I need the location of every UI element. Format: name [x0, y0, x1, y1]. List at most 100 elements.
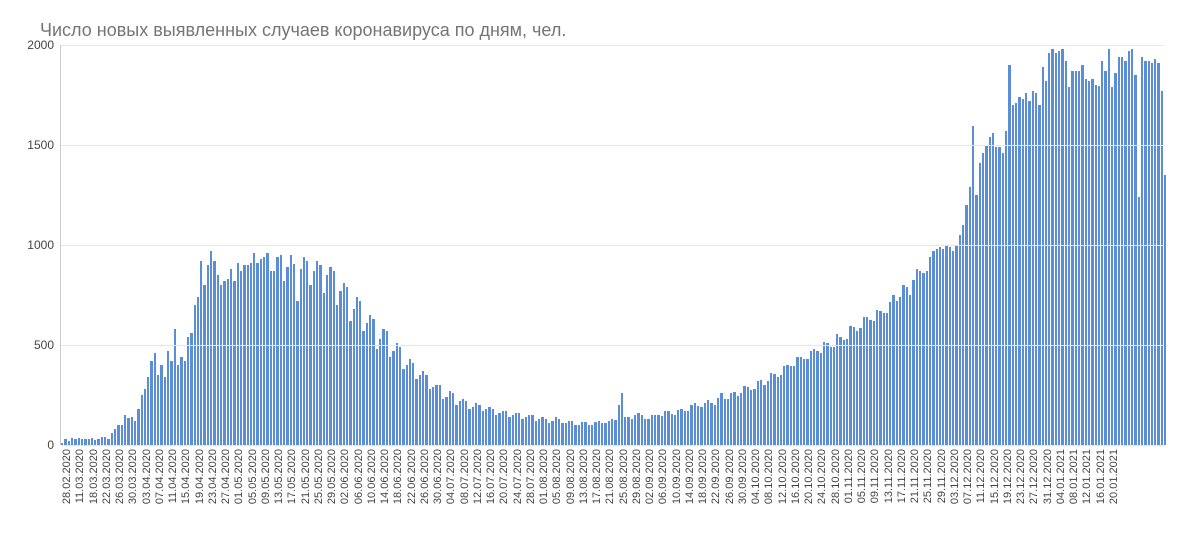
x-tick — [640, 445, 642, 525]
bar — [369, 315, 371, 445]
x-tick — [355, 445, 357, 525]
bar — [949, 247, 951, 445]
x-tick: 08.01.2021 — [1067, 445, 1069, 525]
x-tick: 15.04.2020 — [179, 445, 181, 525]
x-tick — [464, 445, 466, 525]
bar — [979, 163, 981, 445]
bar — [478, 405, 480, 445]
x-tick — [570, 445, 572, 525]
bar — [190, 333, 192, 445]
bar — [306, 261, 308, 445]
bar — [415, 379, 417, 445]
bar — [422, 371, 424, 445]
bar — [124, 415, 126, 445]
x-tick — [146, 445, 148, 525]
bar — [1022, 99, 1024, 445]
x-tick: 18.06.2020 — [391, 445, 393, 525]
x-tick — [795, 445, 797, 525]
bar — [1164, 175, 1166, 445]
x-tick: 05.11.2020 — [855, 445, 857, 525]
x-tick — [202, 445, 204, 525]
bar — [876, 310, 878, 445]
x-tick: 17.08.2020 — [590, 445, 592, 525]
x-tick — [1090, 445, 1092, 525]
x-tick: 16.07.2020 — [484, 445, 486, 525]
x-tick — [534, 445, 536, 525]
bar — [356, 297, 358, 445]
bar — [849, 326, 851, 445]
bar — [969, 187, 971, 445]
x-tick — [414, 445, 416, 525]
bar — [362, 331, 364, 445]
x-tick — [1074, 445, 1076, 525]
x-tick — [679, 445, 681, 525]
bar — [763, 385, 765, 445]
bar — [902, 285, 904, 445]
x-tick — [633, 445, 635, 525]
bar — [502, 411, 504, 445]
bar — [1098, 86, 1100, 445]
x-tick — [454, 445, 456, 525]
bar — [127, 418, 129, 445]
x-tick: 08.10.2020 — [762, 445, 764, 525]
x-tick: 15.12.2020 — [988, 445, 990, 525]
bar — [959, 235, 961, 445]
x-tick — [782, 445, 784, 525]
x-tick: 16.01.2021 — [1094, 445, 1096, 525]
x-tick — [1064, 445, 1066, 525]
bar — [1012, 105, 1014, 445]
bar — [753, 389, 755, 445]
bar — [174, 329, 176, 445]
x-tick — [474, 445, 476, 525]
x-tick — [239, 445, 241, 525]
x-tick — [1160, 445, 1162, 525]
x-tick — [93, 445, 95, 525]
bar — [445, 397, 447, 445]
bar — [998, 147, 1000, 445]
bar — [154, 353, 156, 445]
x-tick — [663, 445, 665, 525]
x-tick — [888, 445, 890, 525]
bar — [131, 417, 133, 445]
bar — [551, 421, 553, 445]
x-tick — [269, 445, 271, 525]
bar — [873, 321, 875, 445]
bar — [376, 349, 378, 445]
bar — [386, 331, 388, 445]
bar — [584, 422, 586, 445]
x-tick — [507, 445, 509, 525]
bar — [574, 425, 576, 445]
x-tick — [494, 445, 496, 525]
x-tick: 10.09.2020 — [670, 445, 672, 525]
x-tick — [597, 445, 599, 525]
x-tick: 30.06.2020 — [431, 445, 433, 525]
bar — [661, 416, 663, 445]
x-tick — [96, 445, 98, 525]
bar — [707, 400, 709, 445]
bar — [777, 377, 779, 445]
x-tick — [348, 445, 350, 525]
x-tick — [467, 445, 469, 525]
x-tick: 03.12.2020 — [948, 445, 950, 525]
x-tick: 17.11.2020 — [895, 445, 897, 525]
bar — [273, 271, 275, 445]
x-tick: 28.02.2020 — [60, 445, 62, 525]
x-tick — [971, 445, 973, 525]
x-tick — [1047, 445, 1049, 525]
x-tick — [938, 445, 940, 525]
x-tick: 21.08.2020 — [603, 445, 605, 525]
bar — [319, 265, 321, 445]
x-tick — [1004, 445, 1006, 525]
bar — [359, 301, 361, 445]
bar — [641, 415, 643, 445]
x-tick: 31.12.2020 — [1041, 445, 1043, 525]
bar — [677, 410, 679, 445]
bar — [531, 415, 533, 445]
bar — [1114, 73, 1116, 445]
bar — [548, 423, 550, 445]
bar — [1068, 87, 1070, 445]
x-tick — [620, 445, 622, 525]
x-tick: 25.05.2020 — [312, 445, 314, 525]
x-tick — [395, 445, 397, 525]
x-tick — [719, 445, 721, 525]
